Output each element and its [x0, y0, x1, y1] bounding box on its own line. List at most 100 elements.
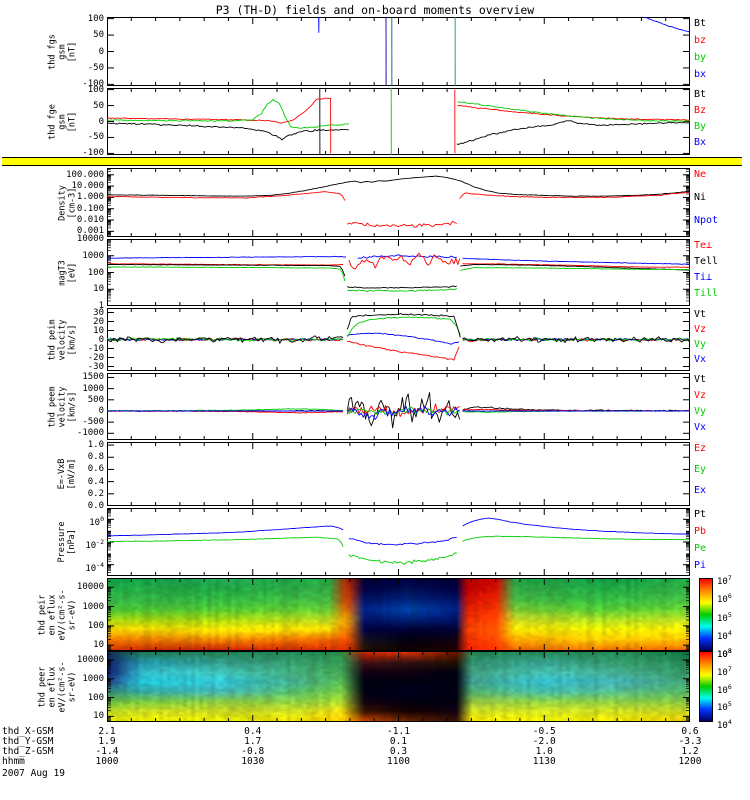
trace	[346, 313, 461, 338]
trace-label: bz	[694, 35, 707, 46]
y-tick-label: 100	[89, 515, 104, 529]
trace-label: Ez	[694, 443, 707, 454]
y-tick-label: 1.000	[76, 192, 104, 203]
trace-label: By	[694, 121, 707, 132]
y-tick-label: -50	[87, 132, 104, 143]
panel-temperature	[107, 239, 690, 306]
y-tick-label: -100	[82, 79, 104, 90]
axis-row-value: 1.2	[681, 746, 699, 757]
trace	[107, 97, 331, 124]
y-tick-label: -500	[82, 417, 104, 428]
axis-row-label: thd_X-GSM	[2, 726, 54, 737]
panel-y-axis-label: thd peim	[47, 319, 57, 360]
trace	[107, 263, 346, 277]
y-tick-label: 0.8	[87, 452, 104, 463]
trace	[459, 192, 690, 199]
y-tick-label: 100.000	[66, 169, 104, 180]
panel-y-axis-label: thd peem	[47, 386, 57, 427]
y-tick-label: 10	[93, 711, 104, 722]
colorbar	[699, 578, 713, 651]
panel-vel_peem	[107, 373, 690, 440]
trace	[346, 392, 461, 429]
panel-efield	[107, 442, 690, 506]
colorbar-tick-label: 106	[717, 592, 732, 606]
panel-y-axis-label: [nPa]	[67, 529, 77, 555]
y-tick-label: 1000	[82, 601, 104, 612]
panel-y-axis-label: sr-eV)	[67, 671, 77, 702]
y-tick-label: 0	[98, 405, 104, 416]
trace	[346, 405, 460, 420]
panel-y-axis-label: [km/s]	[67, 324, 77, 355]
axis-row-value: 1100	[387, 756, 410, 767]
trace-label: Ni	[694, 192, 707, 203]
y-tick-label: 0.100	[76, 203, 104, 214]
panel-y-axis-label: en eflux	[47, 666, 57, 707]
trace	[462, 263, 690, 268]
y-tick-label: 50	[93, 100, 104, 111]
axis-row-value: 1000	[95, 756, 119, 767]
y-tick-label: 0	[98, 46, 104, 57]
axis-row-value: 0.1	[389, 736, 408, 747]
colorbar-gradient	[700, 579, 712, 650]
y-tick-label: 10000	[76, 582, 104, 593]
trace	[347, 340, 460, 361]
trace-label: Vy	[694, 339, 707, 350]
y-tick-label: 10.000	[71, 181, 104, 192]
trace-label: Ex	[694, 485, 707, 496]
trace-label: Vz	[694, 324, 707, 335]
colorbar	[699, 651, 713, 722]
axis-row-label: thd_Z-GSM	[2, 746, 54, 757]
panel-pressure	[107, 508, 690, 576]
colorbar-tick-label: 104	[717, 628, 732, 642]
colorbar-tick-label: 103	[717, 647, 732, 660]
spectrogram-spec_peir	[107, 578, 690, 651]
y-tick-label: 0	[98, 116, 104, 127]
y-tick-label: 20	[93, 316, 104, 327]
trace	[107, 536, 344, 547]
separator-bar	[2, 157, 742, 166]
panel-density	[107, 168, 690, 237]
trace-label: Pe	[694, 543, 707, 554]
colorbar-tick-label: 107	[717, 574, 732, 587]
colorbar-tick-label: 108	[717, 647, 732, 660]
panel-fgs	[107, 17, 690, 86]
trace-label: Vx	[694, 422, 707, 433]
trace	[457, 101, 690, 123]
trace-label: Ti⊥	[694, 272, 713, 283]
trace	[107, 122, 349, 141]
axis-row-value: 2.1	[98, 726, 116, 737]
y-tick-label: 1000	[82, 250, 104, 261]
trace	[346, 316, 461, 338]
trace	[348, 552, 457, 565]
axis-row-value: 1130	[532, 756, 556, 767]
trace	[107, 266, 346, 282]
panel-y-axis-label: eV/(cm²-s-	[57, 588, 67, 641]
plot-title: P3 (TH-D) fields and on-board moments ov…	[215, 3, 535, 17]
trace-label: bx	[694, 69, 707, 80]
panel-y-axis-label: thd peer	[37, 666, 47, 707]
trace-label: Tell	[694, 256, 719, 267]
y-tick-label: 10000	[76, 654, 104, 665]
axis-row-value: -0.5	[532, 726, 556, 737]
axis-row-value: 1.9	[98, 736, 116, 747]
y-tick-label: 10-2	[85, 538, 104, 551]
trace	[107, 175, 690, 197]
panel-vel_peim	[107, 308, 690, 371]
trace	[462, 517, 690, 535]
trace	[460, 263, 690, 271]
trace	[457, 105, 690, 121]
trace-label: Vt	[694, 309, 707, 320]
colorbar-tick-label: 105	[717, 700, 732, 714]
y-tick-label: 100	[87, 13, 104, 24]
y-tick-label: 1500	[82, 372, 104, 383]
y-tick-label: 0.4	[87, 476, 104, 487]
trace-label: Pi	[694, 560, 707, 571]
trace	[462, 535, 690, 542]
panel-y-axis-label: Pressure	[57, 521, 67, 563]
y-tick-label: 0.010	[76, 215, 104, 226]
panel-y-axis-label: velocity	[57, 319, 67, 360]
trace	[348, 252, 461, 270]
panel-fge	[107, 88, 690, 155]
axis-row-value: -1.1	[387, 726, 410, 737]
axis-row-value: -3.3	[678, 736, 702, 747]
